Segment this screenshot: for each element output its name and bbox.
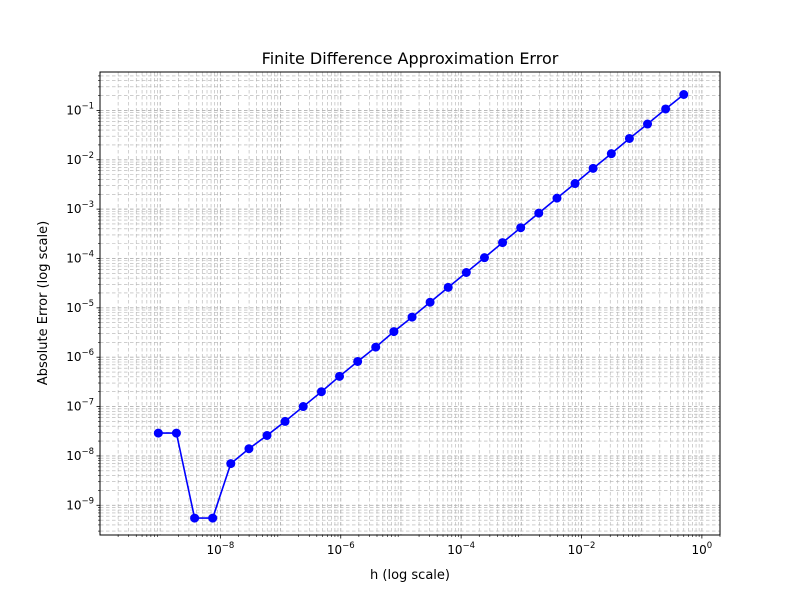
y-tick-label: 10−4 bbox=[66, 249, 94, 265]
data-point bbox=[298, 402, 308, 412]
x-tick-label: 10−4 bbox=[447, 541, 475, 557]
data-point bbox=[443, 282, 453, 292]
x-tick-label: 10−6 bbox=[327, 541, 355, 557]
data-point bbox=[153, 428, 163, 438]
data-point bbox=[461, 268, 471, 277]
series-line bbox=[158, 93, 685, 519]
data-point bbox=[425, 297, 435, 307]
data-point bbox=[316, 387, 326, 397]
data-point bbox=[534, 208, 544, 218]
y-tick-label: 10−3 bbox=[66, 200, 94, 216]
y-tick-label: 10−1 bbox=[66, 101, 94, 117]
series-layer bbox=[153, 90, 689, 523]
y-tick-label: 10−8 bbox=[66, 447, 94, 463]
data-point bbox=[407, 312, 417, 322]
y-axis-label: Absolute Error (log scale) bbox=[36, 221, 51, 385]
data-point bbox=[570, 179, 580, 189]
data-point bbox=[661, 104, 671, 114]
data-point bbox=[624, 133, 634, 143]
y-tick-label: 10−5 bbox=[66, 299, 94, 315]
data-point bbox=[371, 342, 381, 352]
data-point bbox=[335, 371, 345, 381]
y-tick-label: 10−6 bbox=[66, 348, 94, 364]
data-point bbox=[606, 149, 616, 159]
y-axis-ticks: 10−9 10−8 10−7 10−6 10−5 10−4 10−3 10−2 10−1 bbox=[66, 75, 100, 532]
chart-title: Finite Difference Approximation Error bbox=[262, 49, 559, 68]
data-point bbox=[190, 513, 200, 523]
data-point bbox=[643, 119, 653, 129]
data-point bbox=[262, 430, 272, 440]
data-point bbox=[389, 327, 399, 337]
x-axis-label: h (log scale) bbox=[370, 568, 450, 583]
x-tick-label: 100 bbox=[692, 541, 713, 557]
plot-frame bbox=[99, 71, 721, 536]
x-tick-label: 10−8 bbox=[206, 541, 234, 557]
y-tick-label: 10−7 bbox=[66, 398, 94, 414]
data-point bbox=[588, 163, 598, 173]
data-point bbox=[516, 223, 526, 233]
data-point bbox=[280, 416, 290, 426]
x-axis-ticks: 10−8 10−6 10−4 10−2 100 bbox=[117, 535, 721, 557]
data-point bbox=[244, 444, 254, 454]
x-tick-label: 10−2 bbox=[568, 541, 596, 557]
data-point bbox=[226, 459, 236, 469]
data-point bbox=[479, 253, 489, 263]
data-point bbox=[353, 356, 363, 366]
data-point bbox=[498, 238, 508, 248]
data-point bbox=[208, 513, 218, 523]
y-tick-label: 10−9 bbox=[66, 496, 94, 512]
data-point bbox=[679, 90, 689, 99]
y-tick-label: 10−2 bbox=[66, 151, 94, 167]
axes bbox=[99, 71, 721, 536]
data-point bbox=[552, 193, 562, 203]
data-point bbox=[171, 428, 181, 438]
grid bbox=[99, 72, 721, 535]
